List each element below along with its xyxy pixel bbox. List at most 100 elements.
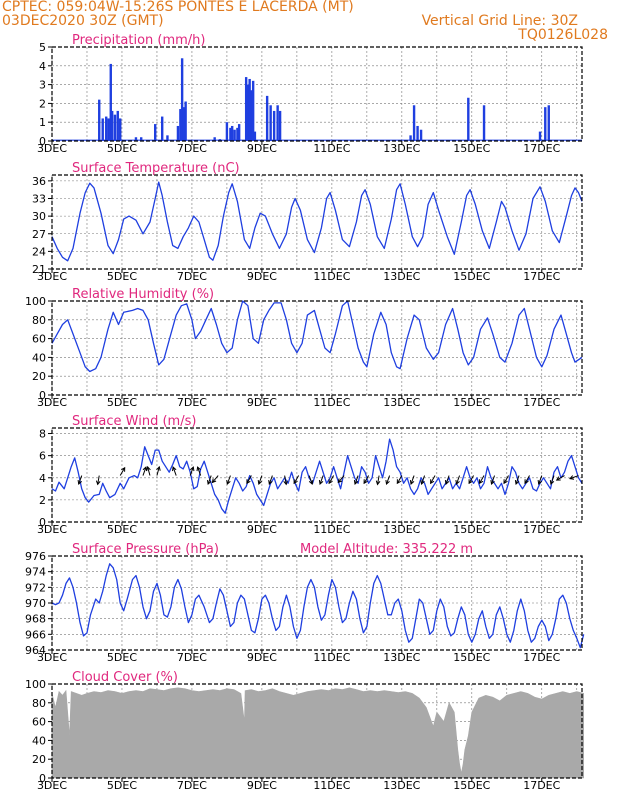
pres-ytick-label: 972 [25, 581, 46, 594]
wind-arrow-head [146, 465, 151, 471]
cloud-xtick-label: 7DEC [177, 779, 207, 792]
wind-series-line [51, 438, 583, 514]
wind-arrow [308, 475, 314, 485]
cloud-xtick-label: 5DEC [107, 779, 137, 792]
wind-arrow [268, 475, 273, 485]
pres-panel: 964 966 968 970 972 974 976 3DEC 5DEC 7DEC 9DEC 11D… [25, 542, 585, 664]
precip-bar [184, 101, 187, 141]
precip-xtick-label: 15DEC [453, 142, 490, 155]
wind-arrow-shaft [538, 475, 543, 485]
precip-bar [179, 109, 182, 141]
precip-bar [176, 125, 180, 141]
temp-xtick-label: 9DEC [247, 270, 277, 283]
wind-arrow [524, 475, 530, 485]
wind-arrow-head [409, 480, 415, 485]
wind-arrow-shaft [550, 475, 555, 485]
pres-xtick-label: 5DEC [107, 651, 137, 664]
wind-arrow [396, 475, 403, 485]
wind-arrow-head [226, 480, 231, 485]
temp-frame [51, 174, 583, 270]
wind-arrow-shaft [119, 467, 126, 476]
cloud-title: Cloud Cover (%) [72, 670, 178, 685]
wind-arrow-head [569, 475, 575, 480]
wind-arrow [257, 475, 263, 485]
precip-bar [246, 84, 250, 141]
rh-ytick-label: 20 [32, 370, 46, 383]
wind-arrow-head [121, 466, 126, 472]
wind-arrow-shaft [197, 466, 202, 476]
wind-arrow-shaft [421, 475, 426, 485]
temp-xtick-label: 11DEC [313, 270, 350, 283]
temp-ytick-label: 24 [32, 245, 46, 258]
wind-arrow [537, 475, 543, 485]
wind-arrow [142, 466, 148, 476]
wind-arrow [478, 475, 485, 485]
precip-bar [250, 90, 253, 141]
wind-arrow [207, 475, 212, 485]
precip-xtick-label: 13DEC [383, 142, 420, 155]
wind-arrow-head [172, 466, 177, 472]
pres-xtick-label: 7DEC [177, 651, 207, 664]
precip-bar [113, 114, 117, 141]
wind-arrow-head [95, 480, 101, 486]
precip-bar [116, 110, 119, 141]
wind-arrow [514, 475, 520, 485]
wind-arrow-shaft [363, 475, 370, 484]
wind-ytick-label: 4 [39, 472, 46, 485]
cloud-ytick-label: 60 [32, 716, 46, 729]
precip-panel: 0 1 2 3 4 5 3DEC 5DEC 7DEC 9DEC 11DEC 13DEC 15DEC 17D… [37, 33, 583, 155]
wind-arrow [490, 475, 496, 485]
wind-title: Surface Wind (m/s) [72, 414, 196, 429]
wind-arrow-head [549, 480, 555, 485]
wind-frame [51, 427, 583, 523]
precip-xtick-label: 9DEC [247, 142, 277, 155]
cloud-xtick-label: 13DEC [383, 779, 420, 792]
wind-arrow-head [207, 480, 212, 485]
wind-arrow [430, 475, 436, 485]
wind-arrow-head [503, 479, 508, 485]
cloud-panel: 0 20 40 60 80 100 3DEC 5DEC 7DEC 9DEC 11DEC 13DEC 15… [25, 670, 584, 792]
wind-arrow-head [430, 479, 435, 485]
precip-bar [482, 105, 486, 141]
wind-arrow [293, 475, 300, 485]
wind-arrow-shaft [377, 475, 380, 485]
cloud-xtick-label: 3DEC [37, 779, 67, 792]
wind-arrow [337, 475, 345, 484]
wind-arrow-head [156, 465, 161, 471]
wind-arrow-shaft [284, 475, 287, 485]
wind-arrow [328, 475, 335, 485]
precip-bar [225, 122, 229, 141]
wind-arrow-head [318, 480, 324, 485]
pres-ytick-label: 966 [25, 628, 46, 641]
precip-ytick-label: 3 [39, 79, 46, 92]
wind-xtick-label: 15DEC [453, 523, 490, 536]
precip-xtick-label: 5DEC [107, 142, 137, 155]
temp-ytick-label: 33 [32, 193, 46, 206]
wind-arrow-head [293, 479, 298, 485]
wind-arrow [420, 475, 426, 485]
precip-ytick-label: 5 [39, 41, 46, 54]
precip-ytick-label: 2 [39, 97, 46, 110]
cloud-ytick-label: 40 [32, 734, 46, 747]
wind-arrow [444, 475, 450, 485]
wind-arrow-shaft [569, 475, 579, 480]
wind-arrow [119, 466, 126, 476]
wind-arrow [385, 475, 391, 485]
rh-frame [51, 300, 583, 396]
wind-arrow-head [537, 480, 543, 485]
wind-ytick-label: 2 [39, 494, 46, 507]
precip-bar [154, 124, 157, 141]
wind-arrow [246, 475, 252, 485]
rh-xtick-label: 11DEC [313, 396, 350, 409]
precip-bar [140, 137, 143, 141]
wind-arrow-shaft [246, 475, 252, 484]
wind-arrow [503, 475, 509, 485]
wind-arrow-shaft [468, 475, 474, 484]
rh-xtick-label: 3DEC [37, 396, 67, 409]
precip-bar [229, 127, 232, 141]
pres-ytick-label: 970 [25, 597, 46, 610]
wind-arrow [363, 475, 370, 485]
precip-bar [105, 116, 108, 141]
pres-xtick-label: 15DEC [453, 651, 490, 664]
wind-arrow-shaft [147, 466, 151, 476]
